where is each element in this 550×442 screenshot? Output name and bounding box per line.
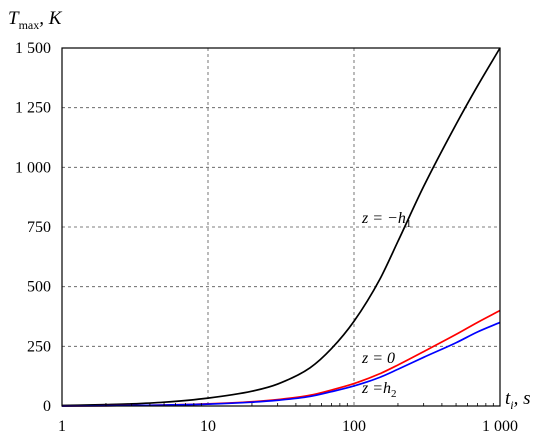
series-lines xyxy=(61,47,501,407)
y-tick-label: 1 000 xyxy=(15,159,51,176)
y-axis-title: Tmax, K xyxy=(8,8,63,32)
annotation-z-h2-prefix: z = xyxy=(361,380,383,397)
y-tick-label: 250 xyxy=(27,338,51,355)
annotation-z-h2-var: h xyxy=(383,380,391,397)
y-tick-label: 0 xyxy=(43,398,51,415)
grid xyxy=(62,48,500,406)
y-tick-label: 1 500 xyxy=(15,40,51,57)
series-line-z-zero xyxy=(61,309,501,407)
annotation-z-zero: z = 0 xyxy=(361,350,395,367)
annotation-z-minus-h1-prefix: z = − xyxy=(361,210,398,227)
y-axis-title-rest: , K xyxy=(39,8,63,29)
y-tick-label: 750 xyxy=(27,219,51,236)
x-tick-label: 1 000 xyxy=(482,418,518,435)
y-tick-label: 1 250 xyxy=(15,100,51,117)
x-axis-title: ti, s xyxy=(505,388,531,412)
annotation-z-h2-sub: 2 xyxy=(391,388,397,400)
y-axis-title-main: T xyxy=(8,8,20,29)
x-axis-title-rest: , s xyxy=(514,388,531,409)
series-line-z-h2 xyxy=(61,321,501,407)
x-axis-title-main: t xyxy=(505,388,511,409)
x-tick-label: 10 xyxy=(200,418,216,435)
plot-frame xyxy=(61,47,501,407)
y-tick-label: 500 xyxy=(27,279,51,296)
series-line-z-minus-h1 xyxy=(61,47,501,407)
annotation-z-minus-h1: z = −h1 xyxy=(361,210,411,230)
y-axis-title-sub: max xyxy=(19,18,40,32)
x-tick-label: 1 xyxy=(58,418,66,435)
annotation-z-zero-prefix: z = 0 xyxy=(361,350,395,367)
annotation-z-minus-h1-sub: 1 xyxy=(406,218,412,230)
x-tick-label: 100 xyxy=(342,418,366,435)
annotation-z-h2: z =h2 xyxy=(361,380,397,400)
annotation-z-minus-h1-var: h xyxy=(398,210,406,227)
tick-labels: 1 10 100 1 000 0 250 500 750 1 000 1 250 1 500 xyxy=(15,40,518,435)
x-axis-title-sub: i xyxy=(510,398,513,412)
